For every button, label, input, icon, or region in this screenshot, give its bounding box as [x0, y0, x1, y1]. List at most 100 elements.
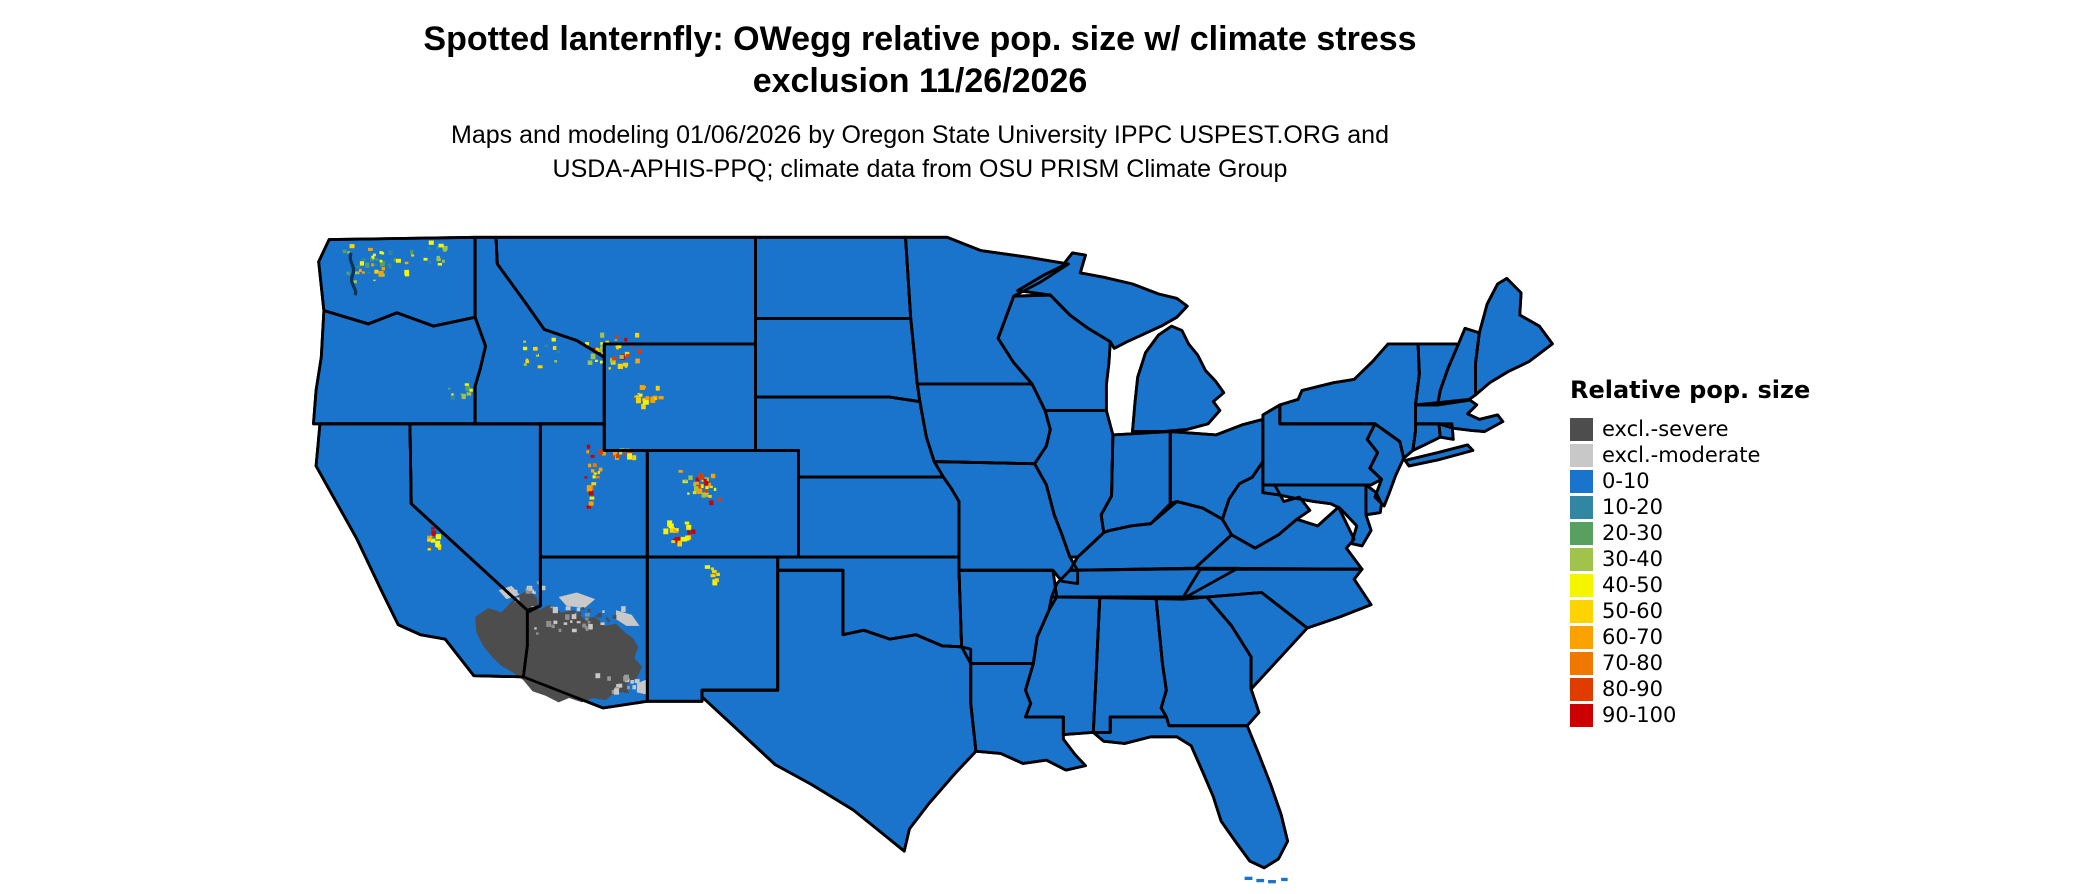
speckle-mogollon-severe-specks	[581, 607, 585, 610]
speckle-san-juan	[669, 527, 675, 533]
speckle-sangre-de-cristo	[716, 572, 720, 576]
speckle-colorado-front-range	[718, 497, 722, 502]
speckle-mogollon-severe-specks	[577, 617, 582, 622]
speckle-san-juan	[673, 529, 677, 532]
speckle-okanogan-highlands	[443, 247, 447, 252]
legend-item-40-50: 40-50	[1570, 572, 1810, 598]
speckle-sierra-nevada	[438, 546, 442, 551]
speckle-yellowstone-absaroka	[612, 356, 617, 361]
speckle-colorado-front-range	[705, 486, 709, 490]
legend-swatch	[1570, 469, 1593, 493]
speckle-arizona-moderate-fringe	[565, 606, 571, 611]
speckle-arizona-moderate-fringe	[584, 613, 590, 617]
speckle-okanogan-highlands	[436, 255, 440, 259]
speckle-nevada-south-fringe	[531, 589, 535, 593]
speckle-colorado-front-range	[698, 473, 704, 480]
legend-label: 70-80	[1602, 651, 1664, 675]
speckle-north-cascades	[387, 263, 392, 267]
speckle-yellowstone-absaroka	[617, 343, 622, 349]
state-mi-lower-peninsula	[1132, 326, 1223, 431]
speckle-yellowstone-absaroka	[625, 354, 630, 358]
legend-item-60-70: 60-70	[1570, 624, 1810, 650]
speckle-colorado-front-range	[710, 473, 716, 479]
speckle-arizona-moderate-south	[607, 676, 611, 681]
speckle-arizona-moderate-fringe	[565, 614, 570, 620]
speckle-north-cascades	[356, 265, 360, 268]
exclusion-severe-region-sonoran-mojave	[475, 590, 643, 703]
speckle-north-cascades	[373, 279, 376, 282]
legend-item-excl-severe: excl.-severe	[1570, 416, 1810, 442]
speckle-oregon-blue-mtns	[460, 393, 463, 396]
legend-title: Relative pop. size	[1570, 376, 1811, 404]
speckle-okanogan-highlands	[428, 261, 432, 265]
speckle-idaho-central	[525, 358, 529, 362]
speckle-yellowstone-absaroka	[598, 348, 603, 352]
speckle-idaho-central	[525, 360, 530, 364]
state-or	[313, 311, 485, 424]
legend-label: 30-40	[1602, 547, 1664, 571]
speckle-north-cascades	[349, 244, 355, 249]
speckle-wind-river	[654, 396, 657, 400]
speckle-yellowstone-absaroka	[585, 342, 590, 346]
speckle-north-cascades	[381, 267, 386, 271]
speckle-okanogan-highlands	[423, 257, 428, 261]
speckle-colorado-front-range	[693, 481, 699, 486]
speckle-wasatch	[592, 475, 596, 479]
speckle-nevada-south-fringe	[514, 589, 518, 592]
speckle-arizona-moderate-fringe	[600, 622, 605, 626]
speckle-yellowstone-absaroka	[608, 367, 611, 370]
speckle-wasatch	[595, 475, 600, 479]
speckle-wasatch	[590, 454, 595, 458]
speckle-colorado-front-range	[696, 484, 701, 490]
speckle-north-cascades	[372, 253, 376, 257]
speckle-wind-river	[633, 395, 637, 398]
speckle-yellowstone-absaroka	[587, 360, 593, 365]
map-title-line-1: Spotted lanternfly: OWegg relative pop. …	[423, 20, 1417, 58]
speckle-sierra-nevada	[436, 544, 442, 548]
speckle-colorado-front-range	[701, 492, 706, 498]
speckle-arizona-moderate-fringe	[571, 628, 577, 633]
legend-label: 40-50	[1602, 573, 1664, 597]
legend-label: excl.-moderate	[1602, 443, 1761, 467]
speckle-sangre-de-cristo	[712, 579, 718, 586]
speckle-san-juan	[663, 528, 669, 535]
speckle-wasatch	[586, 485, 592, 492]
speckle-uinta	[627, 453, 633, 460]
state-wy	[604, 344, 755, 451]
speckle-north-cascades	[379, 259, 383, 263]
state-fl	[1093, 717, 1287, 868]
speckle-idaho-central	[523, 363, 527, 366]
speckle-yellowstone-absaroka	[600, 332, 605, 338]
speckle-arizona-moderate-fringe	[558, 628, 562, 633]
speckle-arizona-moderate-fringe	[602, 610, 605, 613]
legend-swatch	[1570, 417, 1593, 441]
state-ri	[1439, 424, 1453, 440]
speckle-arizona-moderate-fringe	[585, 617, 589, 621]
speckle-oregon-blue-mtns	[461, 393, 466, 400]
speckle-oregon-blue-mtns	[469, 388, 473, 392]
speckle-uinta	[613, 450, 618, 456]
state-sd	[756, 318, 920, 401]
speckle-arizona-moderate-fringe	[585, 628, 589, 631]
florida-keys-mark	[1268, 880, 1276, 884]
state-borders-layer	[313, 237, 1552, 867]
speckle-oregon-blue-mtns	[464, 383, 470, 386]
legend-item-30-40: 30-40	[1570, 546, 1810, 572]
speckle-yellowstone-absaroka	[600, 342, 604, 345]
speckle-arizona-moderate-south	[618, 683, 623, 688]
speckle-north-cascades	[378, 270, 384, 277]
speckle-wind-river	[641, 403, 646, 410]
legend-items: excl.-severe excl.-moderate 0-10 10-20 20-30…	[1570, 416, 1810, 728]
speckle-sierra-nevada	[435, 540, 441, 547]
speckle-north-cascades	[362, 258, 366, 262]
speckle-oregon-blue-mtns	[448, 387, 451, 390]
speckle-mogollon-severe-specks	[590, 617, 594, 621]
speckle-yellowstone-absaroka	[619, 354, 624, 359]
speckle-sierra-nevada	[427, 535, 433, 540]
speckle-wind-river	[635, 397, 641, 404]
speckle-north-cascades	[371, 255, 375, 260]
speckle-colorado-front-range	[708, 494, 712, 498]
speckle-colorado-front-range	[701, 479, 705, 482]
speckle-uinta	[619, 451, 623, 455]
speckle-north-cascades	[365, 262, 370, 268]
